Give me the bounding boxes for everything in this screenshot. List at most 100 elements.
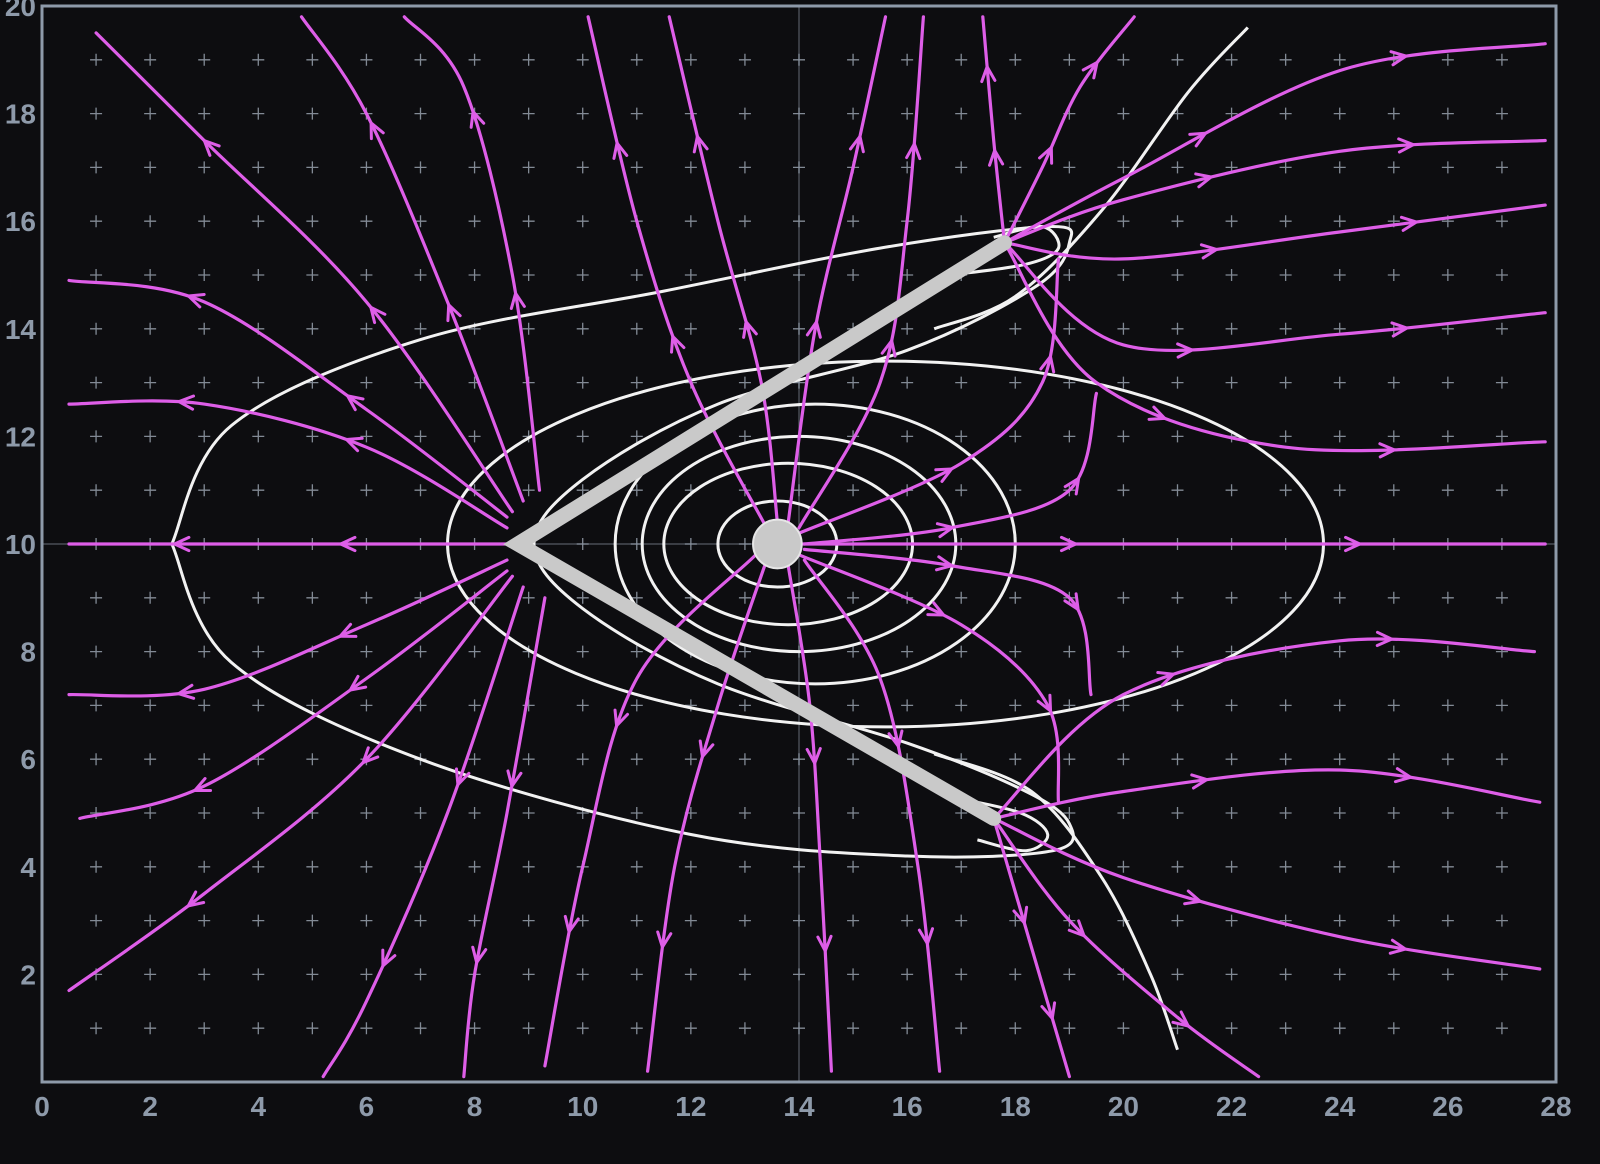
grid-cross — [1063, 430, 1076, 443]
grid-cross — [414, 107, 427, 120]
grid-cross — [1495, 53, 1508, 66]
grid-cross — [847, 645, 860, 658]
grid-cross — [955, 107, 968, 120]
field-arrow — [173, 535, 191, 553]
field-line — [992, 816, 1071, 1079]
grid-cross — [144, 53, 157, 66]
grid-cross — [90, 753, 103, 766]
field-arrow — [369, 121, 385, 141]
field-arrow — [1040, 1001, 1057, 1020]
y-tick-label: 6 — [20, 744, 36, 775]
field-arrow — [186, 292, 206, 309]
grid-cross — [1333, 591, 1346, 604]
grid-cross — [1117, 53, 1130, 66]
field-arrow — [880, 339, 897, 358]
grid-cross — [630, 322, 643, 335]
grid-cross — [1333, 107, 1346, 120]
grid-cross — [360, 161, 373, 174]
grid-cross — [630, 699, 643, 712]
grid-cross — [1117, 807, 1130, 819]
field-arrow — [177, 683, 196, 700]
grid-cross — [1009, 484, 1022, 497]
grid-cross — [1441, 53, 1454, 66]
field-arrow — [1176, 342, 1194, 359]
grid-cross — [252, 376, 265, 389]
grid-cross — [630, 914, 643, 927]
field-arrow — [1399, 215, 1418, 232]
field-arrow — [1147, 405, 1167, 421]
grid-cross — [90, 107, 103, 120]
field-arrow — [1067, 919, 1086, 938]
equipotential-contour — [933, 752, 1179, 1051]
grid-cross — [198, 591, 211, 604]
grid-cross — [90, 376, 103, 389]
grid-cross — [684, 968, 697, 981]
grid-cross — [144, 753, 157, 766]
grid-cross — [1333, 807, 1346, 819]
grid-cross — [1171, 860, 1184, 873]
grid-cross — [630, 968, 643, 981]
grid-cross — [630, 53, 643, 66]
grid-cross — [684, 53, 697, 66]
grid-cross — [955, 968, 968, 981]
grid-cross — [630, 860, 643, 873]
grid-cross — [1495, 860, 1508, 873]
grid-cross — [360, 860, 373, 873]
grid-crosses — [90, 53, 1508, 1035]
grid-cross — [576, 968, 589, 981]
grid-cross — [1225, 807, 1238, 819]
field-arrow — [905, 142, 922, 161]
grid-cross — [360, 914, 373, 927]
grid-cross — [955, 807, 968, 819]
grid-cross — [576, 161, 589, 174]
grid-cross — [1171, 914, 1184, 927]
grid-cross — [1009, 860, 1022, 873]
grid-cross — [1441, 807, 1454, 819]
grid-cross — [252, 215, 265, 228]
grid-cross — [738, 215, 751, 228]
grid-cross — [1171, 591, 1184, 604]
grid-cross — [1495, 753, 1508, 766]
grid-cross — [684, 322, 697, 335]
grid-cross — [901, 322, 914, 335]
grid-cross — [1117, 484, 1130, 497]
grid-cross — [1495, 161, 1508, 174]
grid-cross — [360, 807, 373, 819]
field-line — [586, 15, 769, 530]
grid-cross — [1171, 269, 1184, 281]
field-arrow — [805, 747, 822, 765]
field-line — [1002, 15, 1136, 245]
grid-cross — [144, 430, 157, 443]
grid-cross — [198, 322, 211, 335]
grid-cross — [144, 322, 157, 335]
grid-cross — [1279, 107, 1292, 120]
field-arrow — [612, 141, 629, 160]
grid-cross — [901, 968, 914, 981]
grid-cross — [738, 161, 751, 174]
grid-cross — [1171, 376, 1184, 389]
grid-cross — [198, 215, 211, 228]
field-arrow — [1397, 137, 1415, 154]
grid-cross — [1225, 484, 1238, 497]
grid-cross — [360, 645, 373, 658]
grid-cross — [630, 807, 643, 819]
grid-cross — [468, 699, 481, 712]
x-tick-label: 24 — [1324, 1091, 1356, 1122]
field-arrow — [698, 739, 715, 759]
grid-cross — [522, 591, 535, 604]
field-arrow — [1156, 671, 1175, 687]
field-line — [797, 553, 1061, 804]
grid-cross — [1495, 1022, 1508, 1035]
x-tick-label: 22 — [1216, 1091, 1247, 1122]
grid-cross — [360, 699, 373, 712]
grid-cross — [576, 215, 589, 228]
grid-cross — [198, 269, 211, 281]
grid-cross — [1225, 376, 1238, 389]
field-arrow — [1081, 60, 1099, 80]
grid-cross — [522, 484, 535, 497]
grid-cross — [684, 215, 697, 228]
grid-cross — [1441, 430, 1454, 443]
grid-cross — [144, 807, 157, 819]
grid-cross — [1009, 161, 1022, 174]
grid-cross — [1117, 699, 1130, 712]
